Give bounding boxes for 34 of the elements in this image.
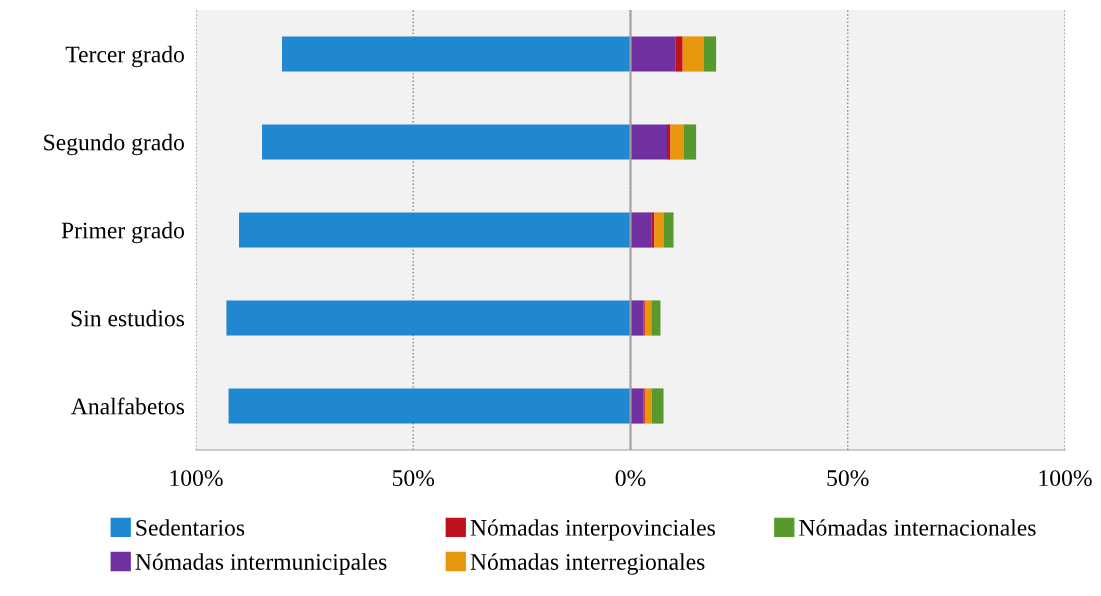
legend-label: Nómadas internacionales: [799, 519, 1036, 536]
bar: [239, 212, 631, 248]
bar: [654, 212, 664, 248]
bar: [651, 300, 661, 336]
bar: [630, 36, 676, 72]
y-tick-label: Analfabetos: [71, 397, 185, 415]
bar: [703, 36, 717, 72]
bar: [226, 300, 631, 336]
x-tick-label: 50%: [392, 470, 435, 487]
legend-label: Nómadas interpovinciales: [470, 519, 715, 541]
bar: [651, 388, 664, 424]
bar: [630, 212, 652, 248]
legend-label: Nómadas interregionales: [470, 553, 705, 575]
bar: [228, 388, 631, 424]
bar: [262, 124, 631, 160]
y-tick-label: Sin estudios: [71, 309, 185, 327]
bar: [282, 36, 631, 72]
bar: [670, 124, 684, 160]
y-tick-label: Segundo grado: [44, 133, 184, 156]
y-tick-label: Primer grado: [61, 221, 184, 244]
bar: [683, 124, 697, 160]
bar: [630, 124, 667, 160]
bar: [682, 36, 704, 72]
x-tick-label: 100%: [1039, 470, 1092, 487]
legend-label: Nómadas intermunicipales: [135, 553, 387, 575]
bar: [644, 300, 652, 336]
x-tick-label: 0%: [615, 470, 646, 487]
bar: [644, 388, 652, 424]
x-tick-label: 50%: [827, 470, 869, 487]
x-tick-label: 100%: [170, 470, 223, 487]
y-tick-label: Tercer grado: [65, 45, 184, 68]
bar: [663, 212, 674, 248]
bar: [675, 36, 683, 72]
legend-label: Sedentarios: [136, 519, 245, 536]
